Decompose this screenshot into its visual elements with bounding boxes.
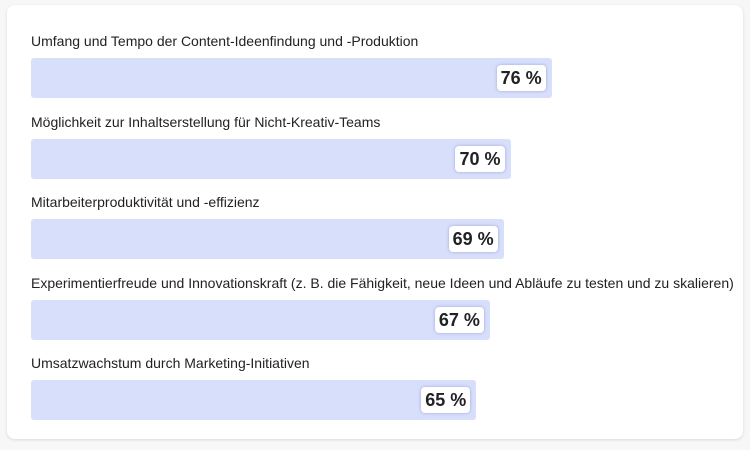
bar-row: Umsatzwachstum durch Marketing-Initiativ… [31, 353, 477, 420]
bar-label: Mitarbeiterproduktivität und -effizienz [31, 194, 260, 210]
bar-row: Experimentierfreude und Innovationskraft… [31, 273, 734, 340]
chart-card: Umfang und Tempo der Content-Ideenfindun… [7, 5, 743, 439]
bar-row: Umfang und Tempo der Content-Ideenfindun… [31, 31, 552, 98]
bar: 67 % [31, 299, 490, 340]
bar-row: Mitarbeiterproduktivität und -effizienz 6… [31, 192, 504, 259]
value-label: 70 % [455, 145, 505, 172]
bar-label: Möglichkeit zur Inhaltserstellung für Ni… [31, 113, 381, 130]
bar: 69 % [31, 219, 504, 259]
bar: 70 % [31, 138, 511, 179]
bar-label: Umsatzwachstum durch Marketing-Initiativ… [31, 355, 310, 371]
bar: 76 % [31, 58, 552, 98]
bar-label: Experimentierfreude und Innovationskraft… [31, 274, 734, 291]
bar: 65 % [31, 380, 477, 420]
value-label: 67 % [434, 306, 484, 333]
bar-row: Möglichkeit zur Inhaltserstellung für Ni… [31, 112, 511, 179]
bar-label: Umfang und Tempo der Content-Ideenfindun… [31, 33, 419, 49]
value-label: 65 % [421, 387, 471, 413]
value-label: 76 % [496, 65, 546, 91]
value-label: 69 % [448, 226, 498, 252]
